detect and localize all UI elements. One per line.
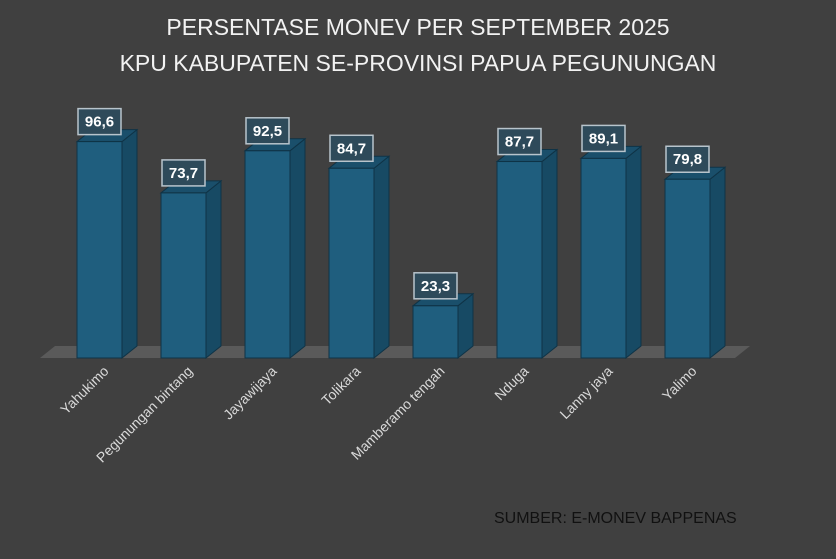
category-label: Mamberamo tengah [348,363,448,463]
data-label-box [245,117,290,145]
data-label-box [497,127,542,156]
category-label: Yahukimo [57,363,112,418]
bar [328,167,375,359]
data-label-box [413,272,458,300]
chart-title: PERSENTASE MONEV PER SEPTEMBER 2025 [166,14,670,40]
data-label: 73,7 [169,165,198,182]
source-annotation: SUMBER: E-MONEV BAPPENAS [494,510,737,527]
bar [244,150,291,359]
category-label: Pegunungan bintang [93,363,196,466]
bar [160,192,207,359]
bar [412,305,459,359]
chart-subtitle: KPU KABUPATEN SE-PROVINSI PAPUA PEGUNUNG… [119,50,717,76]
bar-side [709,166,726,360]
data-label-box [77,107,122,136]
data-label: 84,7 [337,140,366,157]
data-label-box [665,145,710,173]
category-label: Lanny jaya [556,363,615,422]
bar-side [289,137,306,360]
data-label: 96,6 [85,114,114,131]
bar [496,161,543,359]
bar-side [373,155,390,360]
data-label-box [161,159,206,187]
bar-side [541,148,558,360]
bar-side [205,179,222,360]
bar-side [121,128,138,360]
category-label: Yalimo [659,363,700,404]
category-label: Jayawijaya [220,363,280,423]
data-label-box [581,124,626,153]
data-label: 92,5 [253,123,282,140]
data-label: 79,8 [673,151,702,168]
data-label: 23,3 [421,278,450,295]
bar [664,178,711,359]
data-label: 87,7 [505,134,534,151]
data-label: 89,1 [589,130,618,147]
category-label: Nduga [491,363,532,404]
bar [76,141,123,359]
data-label-box [329,134,374,163]
bar [580,157,627,359]
category-label: Tolikara [318,363,364,409]
bar-side [625,145,642,360]
chart-floor [40,346,750,358]
